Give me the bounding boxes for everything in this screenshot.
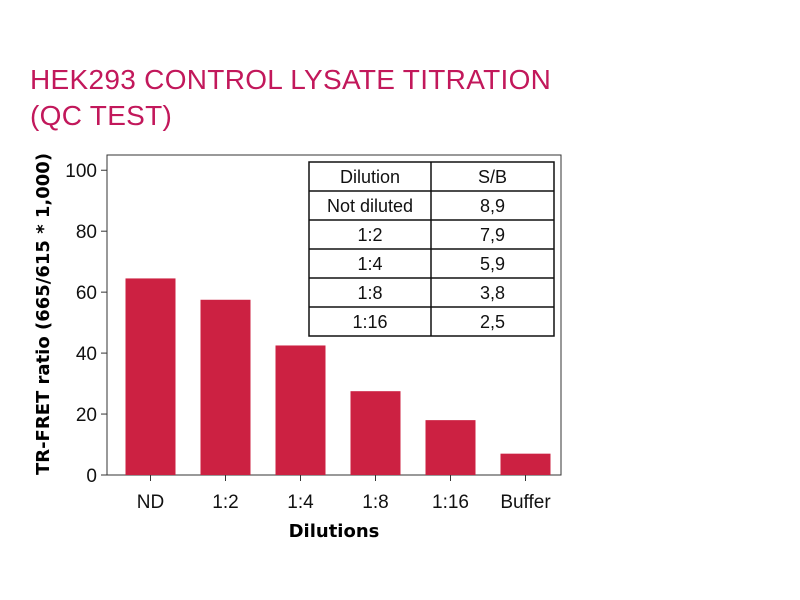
x-tick-label: ND bbox=[137, 492, 164, 513]
chart-title-line-2: (QC TEST) bbox=[30, 100, 173, 131]
table-cell-dilution: Not diluted bbox=[327, 196, 413, 216]
bar bbox=[425, 420, 476, 475]
bar bbox=[350, 391, 401, 475]
table-cell-sb: 7,9 bbox=[480, 225, 505, 245]
x-axis-title: Dilutions bbox=[289, 521, 380, 542]
table-cell-dilution: 1:2 bbox=[357, 225, 382, 245]
plot-frame bbox=[106, 154, 562, 476]
table-cell-sb: 3,8 bbox=[480, 283, 505, 303]
bar bbox=[125, 278, 176, 475]
y-tick-label: 100 bbox=[65, 161, 97, 182]
table-cell-sb: 5,9 bbox=[480, 254, 505, 274]
bar bbox=[275, 345, 326, 475]
bar bbox=[500, 453, 551, 475]
y-tick-label: 60 bbox=[76, 283, 97, 304]
x-tick-label: 1:16 bbox=[432, 492, 469, 513]
x-tick-label: 1:4 bbox=[287, 492, 314, 513]
table-cell-sb: 2,5 bbox=[480, 312, 505, 332]
chart-title: HEK293 CONTROL LYSATE TITRATION (QC TEST… bbox=[30, 62, 730, 134]
table-header-dilution: Dilution bbox=[340, 167, 400, 187]
table-cell-dilution: 1:8 bbox=[357, 283, 382, 303]
table-cell-sb: 8,9 bbox=[480, 196, 505, 216]
x-tick-label: Buffer bbox=[500, 492, 551, 513]
y-tick-label: 40 bbox=[76, 344, 97, 365]
y-tick-label: 20 bbox=[76, 405, 97, 426]
x-tick-label: 1:8 bbox=[362, 492, 388, 513]
bar bbox=[200, 299, 251, 475]
table-header-sb: S/B bbox=[478, 167, 507, 187]
x-tick-label: 1:2 bbox=[212, 492, 238, 513]
y-tick-label: 80 bbox=[76, 222, 97, 243]
table-cell-dilution: 1:4 bbox=[357, 254, 382, 274]
table-cell-dilution: 1:16 bbox=[352, 312, 387, 332]
y-axis-title: TR-FRET ratio (665/615 * 1,000) bbox=[33, 153, 54, 475]
chart-title-line-1: HEK293 CONTROL LYSATE TITRATION bbox=[30, 64, 552, 95]
y-tick-label: 0 bbox=[86, 466, 97, 487]
